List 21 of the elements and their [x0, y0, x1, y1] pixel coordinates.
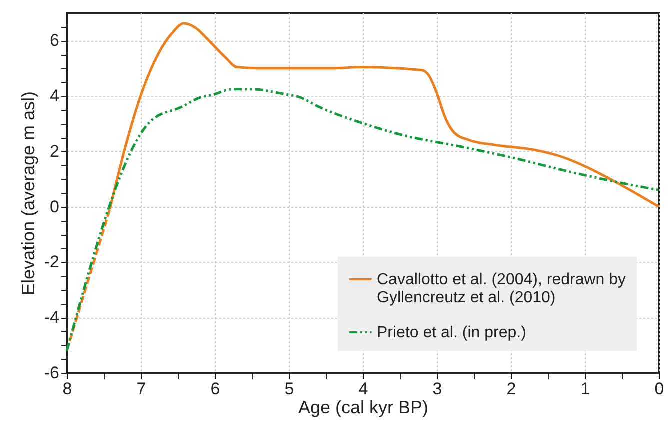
x-axis-title: Age (cal kyr BP): [298, 398, 429, 418]
x-tick-label: 8: [62, 380, 72, 398]
y-tick-label: -4: [44, 308, 60, 328]
x-tick-label: 2: [506, 380, 516, 398]
x-tick-label: 6: [210, 380, 220, 398]
y-tick-label: -2: [44, 252, 60, 272]
y-tick-label: 4: [50, 86, 60, 106]
legend-label: Prieto et al. (in prep.): [377, 324, 526, 342]
x-tick-label: 3: [432, 380, 442, 398]
x-tick-label: 5: [284, 380, 294, 398]
y-tick-label: 0: [50, 197, 60, 216]
y-tick-label: 6: [50, 31, 60, 50]
y-axis-title: Elevation (average m asl): [18, 91, 38, 296]
legend-label: Cavallotto et al. (2004), redrawn by Gyllencreutz et al. (2010): [377, 272, 626, 306]
x-tick-label: 7: [136, 380, 146, 398]
y-tick-label: 2: [50, 142, 60, 161]
x-tick-label: 0: [654, 380, 664, 398]
line-series: [66, 88, 660, 352]
y-tick-label: -6: [44, 364, 60, 382]
x-tick-label: 4: [358, 380, 368, 398]
x-tick-label: 1: [580, 380, 590, 398]
